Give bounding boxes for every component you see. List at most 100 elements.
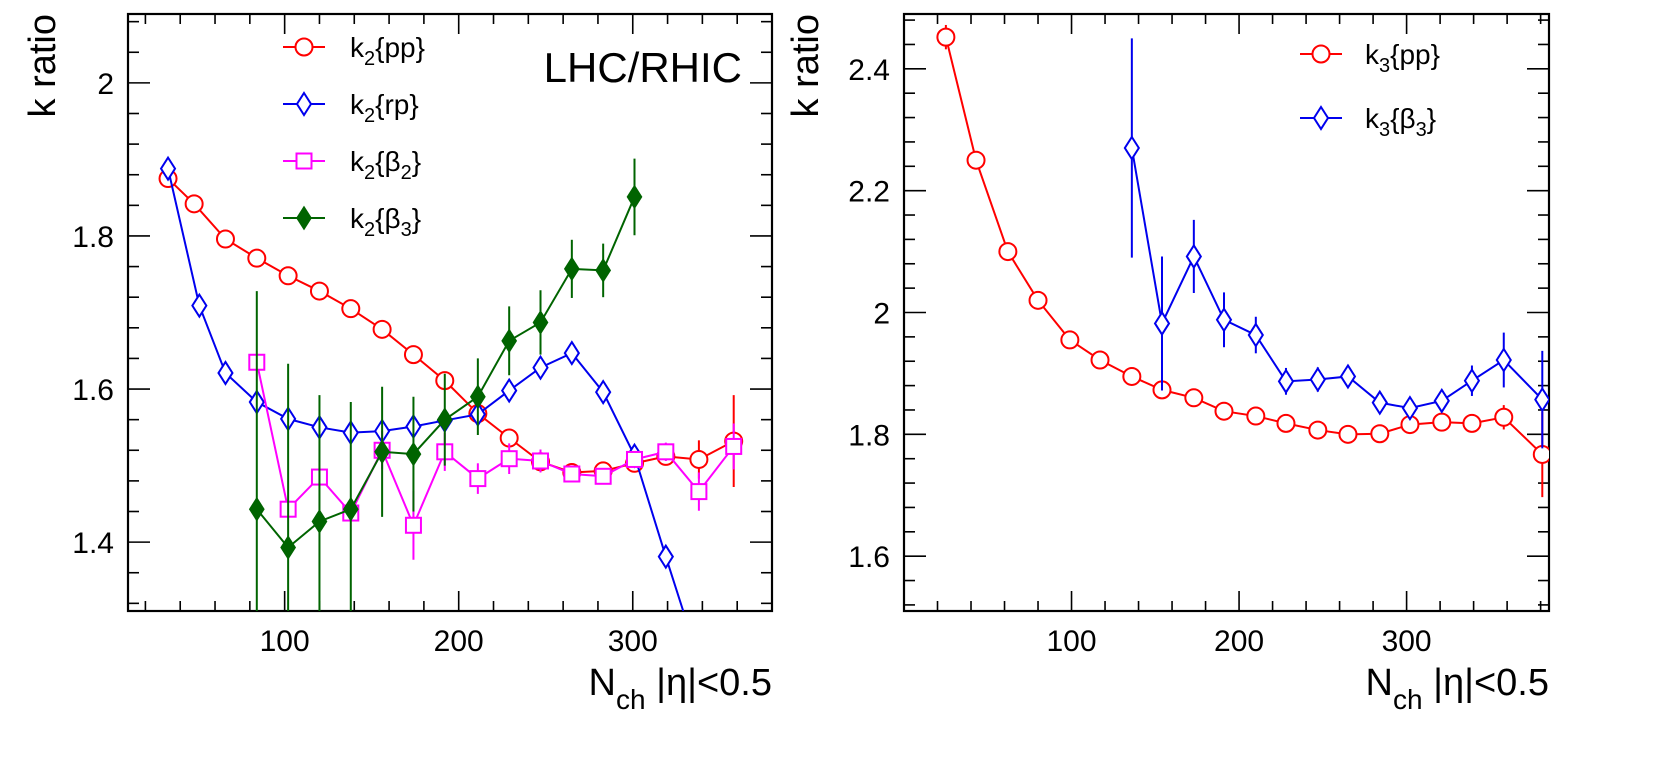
data-point — [1401, 395, 1419, 422]
data-point — [500, 377, 518, 404]
x-tick-label: 300 — [1382, 625, 1432, 658]
series-line — [944, 36, 1543, 456]
data-point — [501, 328, 518, 354]
data-point — [1214, 401, 1234, 421]
legend-label: k3{pp} — [1365, 39, 1440, 77]
legend-marker — [1312, 105, 1330, 131]
data-point — [563, 340, 581, 366]
data-point — [1371, 389, 1388, 416]
data-point — [1153, 310, 1171, 337]
legend-marker — [294, 37, 314, 57]
data-point — [280, 535, 297, 560]
data-point — [405, 441, 422, 467]
y-tick-label: 1.4 — [72, 527, 114, 560]
x-tick-label: 200 — [1214, 625, 1264, 658]
data-point — [1308, 420, 1328, 440]
legend-marker — [296, 205, 312, 231]
y-axis-title: k ratio — [785, 14, 827, 117]
data-point — [1246, 406, 1266, 426]
data-point — [625, 450, 643, 468]
data-point — [184, 194, 204, 214]
series-k2{β2} — [248, 353, 743, 560]
data-point — [998, 242, 1018, 262]
right-panel: 100 200 300 1.6 1.8 2 2.2 2.4 k ratio Nch |η|<0.5… — [785, 12, 1551, 715]
data-point — [1185, 243, 1203, 270]
y-axis-title: k ratio — [22, 14, 64, 117]
legend-label: k2{β3} — [350, 203, 421, 241]
data-point — [1339, 363, 1357, 390]
data-point — [1494, 407, 1514, 427]
data-point — [1184, 388, 1204, 408]
y-tick-label: 2 — [873, 298, 890, 331]
data-point — [1247, 322, 1265, 348]
x-tick-label: 100 — [260, 625, 310, 658]
legend-label: k3{β3} — [1365, 103, 1436, 141]
legend-label: k2{pp} — [350, 32, 425, 70]
data-point — [690, 483, 708, 501]
data-point — [595, 258, 612, 283]
data-point — [1495, 347, 1512, 373]
y-tick-label: 1.8 — [848, 419, 890, 452]
legend-marker — [1311, 44, 1331, 64]
data-point — [309, 281, 329, 301]
data-point — [247, 248, 267, 268]
data-point — [1433, 387, 1450, 414]
y-tick-label: 2 — [97, 68, 114, 101]
legend: k3{pp} k3{β3} — [1300, 39, 1440, 141]
y-tick-label: 2.2 — [848, 176, 890, 209]
data-point — [1277, 368, 1295, 395]
legend-marker — [295, 91, 313, 117]
data-point — [1462, 413, 1482, 433]
left-panel: 100 200 300 1.4 1.6 1.8 2 k ratio Nch |η|<0.5 LHC… — [22, 12, 774, 715]
y-tick-label: 1.6 — [72, 374, 114, 407]
x-axis-title: Nch |η|<0.5 — [1366, 662, 1549, 715]
series-k2{rp} — [159, 155, 685, 611]
data-point — [594, 467, 612, 485]
plot-frame — [126, 12, 774, 613]
series-line — [167, 168, 685, 611]
data-point — [1123, 135, 1141, 161]
data-point — [563, 465, 581, 483]
data-point — [1370, 424, 1390, 444]
data-point — [725, 437, 743, 455]
x-tick-label: 100 — [1047, 625, 1097, 658]
data-point — [436, 407, 453, 433]
series-k3{β3} — [1123, 38, 1549, 449]
data-point — [217, 360, 234, 386]
data-point — [936, 27, 956, 47]
data-point — [1432, 412, 1452, 432]
data-point — [532, 354, 549, 381]
data-point — [159, 155, 177, 182]
x-axis-title: Nch |η|<0.5 — [589, 662, 772, 715]
y-tick-label: 2.4 — [848, 54, 890, 87]
series-line — [167, 177, 735, 474]
data-point — [1534, 386, 1549, 413]
data-point — [342, 496, 359, 522]
data-point — [657, 443, 675, 461]
data-point — [372, 319, 392, 339]
y-tick-label: 1.6 — [848, 541, 890, 574]
data-point — [1309, 366, 1326, 393]
data-point — [657, 543, 675, 570]
annotation-label: LHC/RHIC — [544, 44, 742, 91]
legend: k2{pp} k2{rp} k2{β2} k2{β3} — [283, 32, 425, 241]
data-point — [1532, 444, 1549, 464]
data-point — [689, 449, 709, 469]
series-k3{pp} — [936, 24, 1549, 498]
data-point — [248, 496, 265, 522]
x-tick-label: 300 — [608, 625, 658, 658]
data-point — [374, 439, 391, 465]
legend-marker — [295, 152, 313, 170]
data-point — [1338, 424, 1358, 444]
data-point — [404, 516, 422, 534]
data-point — [311, 509, 328, 534]
data-point — [1060, 330, 1080, 350]
data-layer — [936, 24, 1549, 498]
series-k2{pp} — [158, 169, 744, 488]
data-point — [341, 299, 361, 319]
data-point — [626, 184, 643, 210]
y-tick-label: 1.8 — [72, 221, 114, 254]
data-point — [469, 384, 486, 410]
data-point — [1090, 350, 1110, 370]
